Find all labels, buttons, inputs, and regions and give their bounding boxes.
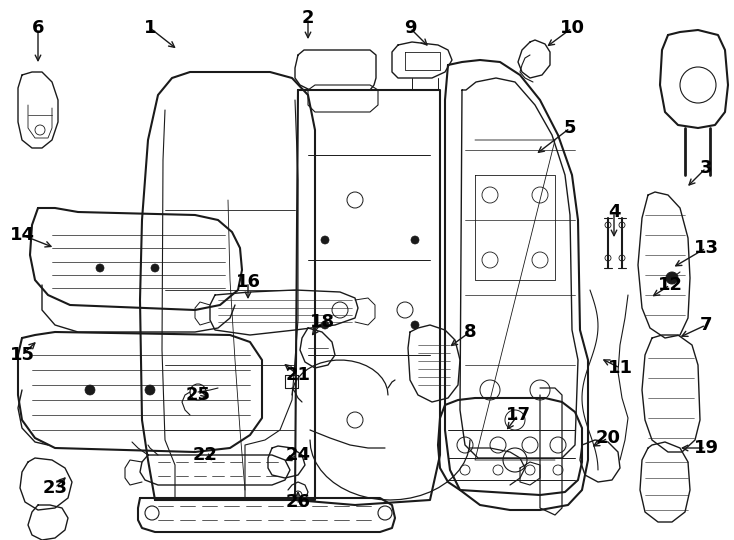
Circle shape — [321, 236, 329, 244]
Text: 25: 25 — [186, 386, 211, 404]
Text: 7: 7 — [700, 316, 712, 334]
Circle shape — [411, 236, 419, 244]
Text: 18: 18 — [310, 313, 335, 331]
Circle shape — [321, 321, 329, 329]
Circle shape — [151, 264, 159, 272]
Circle shape — [666, 272, 678, 284]
Circle shape — [96, 264, 104, 272]
Text: 12: 12 — [658, 276, 683, 294]
Text: 20: 20 — [595, 429, 620, 447]
Text: 14: 14 — [10, 226, 34, 244]
Text: 13: 13 — [694, 239, 719, 257]
Text: 15: 15 — [10, 346, 34, 364]
Text: 19: 19 — [694, 439, 719, 457]
Circle shape — [145, 385, 155, 395]
Text: 5: 5 — [564, 119, 576, 137]
Text: 10: 10 — [559, 19, 584, 37]
Text: 23: 23 — [43, 479, 68, 497]
Text: 2: 2 — [302, 9, 314, 27]
Text: 17: 17 — [506, 406, 531, 424]
Text: 3: 3 — [700, 159, 712, 177]
Circle shape — [85, 385, 95, 395]
Text: 16: 16 — [236, 273, 261, 291]
Text: 6: 6 — [32, 19, 44, 37]
Text: 9: 9 — [404, 19, 416, 37]
Text: 24: 24 — [286, 446, 310, 464]
Text: 22: 22 — [192, 446, 217, 464]
Text: 1: 1 — [144, 19, 156, 37]
Circle shape — [411, 321, 419, 329]
Text: 21: 21 — [286, 366, 310, 384]
Text: 4: 4 — [608, 203, 620, 221]
Text: 11: 11 — [608, 359, 633, 377]
Text: 8: 8 — [464, 323, 476, 341]
Text: 26: 26 — [286, 493, 310, 511]
